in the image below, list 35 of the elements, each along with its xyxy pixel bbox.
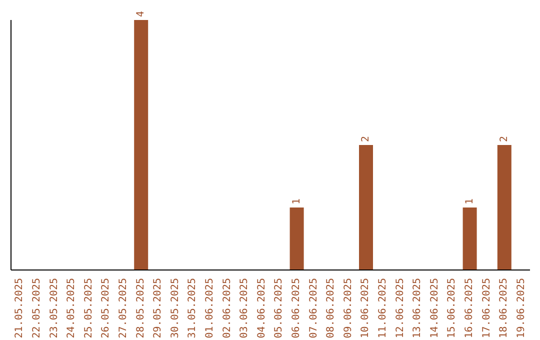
x-tick-label: 19.06.2025 <box>516 278 527 338</box>
x-tick-label: 05.06.2025 <box>274 278 285 338</box>
x-tick-label: 23.05.2025 <box>48 278 60 338</box>
x-tick-label: 14.06.2025 <box>429 278 440 338</box>
data-label: 2 <box>360 136 372 142</box>
x-tick-label: 29.05.2025 <box>152 278 164 338</box>
x-tick-label: 08.06.2025 <box>326 278 337 338</box>
x-tick-label: 02.06.2025 <box>222 278 233 338</box>
x-tick-label: 16.06.2025 <box>464 278 475 338</box>
x-tick-label: 10.06.2025 <box>360 278 372 338</box>
x-tick-label: 27.05.2025 <box>118 278 129 338</box>
x-tick-label: 21.05.2025 <box>14 278 26 338</box>
x-tick-label: 07.06.2025 <box>308 278 320 338</box>
x-tick-label: 15.06.2025 <box>446 278 458 338</box>
data-label: 4 <box>136 10 147 17</box>
x-tick-label: 28.05.2025 <box>135 278 146 338</box>
x-tick-label: 31.05.2025 <box>187 278 198 338</box>
x-tick-label: 04.06.2025 <box>256 278 268 338</box>
x-tick-label: 13.06.2025 <box>412 278 424 338</box>
x-tick-label: 26.05.2025 <box>100 278 112 338</box>
x-tick-label: 18.06.2025 <box>498 278 510 338</box>
x-tick-label: 24.05.2025 <box>66 278 78 338</box>
x-tick-label: 09.06.2025 <box>342 278 354 338</box>
x-tick-label: 06.06.2025 <box>290 278 302 338</box>
data-label: 2 <box>498 136 510 142</box>
x-tick-label: 17.06.2025 <box>481 278 492 338</box>
x-tick-label: 01.06.2025 <box>204 278 216 338</box>
x-tick-label: 03.06.2025 <box>239 278 250 338</box>
x-tick-label: 22.05.2025 <box>31 278 42 338</box>
data-label: 1 <box>464 198 476 204</box>
x-tick-label: 25.05.2025 <box>83 278 94 338</box>
x-tick-label: 11.06.2025 <box>377 278 388 338</box>
x-tick-label: 12.06.2025 <box>394 278 406 338</box>
x-tick-label: 30.05.2025 <box>170 278 181 338</box>
data-label: 1 <box>291 198 302 204</box>
